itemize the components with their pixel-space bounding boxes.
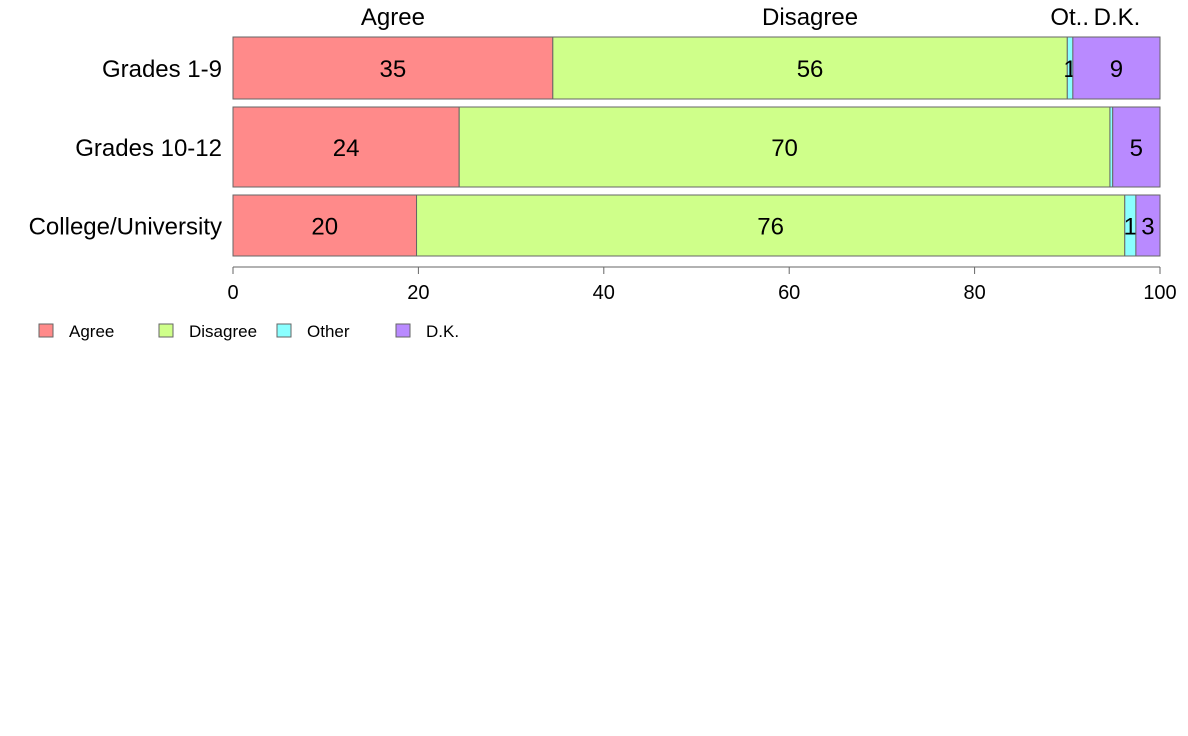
- x-tick-label-0: 0: [227, 282, 238, 304]
- data-label-grades-10-12-agree: 24: [333, 135, 360, 162]
- legend-swatch-agree: [38, 323, 54, 338]
- data-label-grades-1-9-disagree: 56: [797, 56, 824, 83]
- legend-swatch-other: [276, 323, 292, 338]
- data-label-college-university-agree: 20: [311, 214, 338, 241]
- data-label-college-university-d-k: 3: [1141, 214, 1154, 241]
- legend-label-d-k: D.K.: [426, 322, 459, 341]
- category-label-college-university: College/University: [29, 214, 222, 241]
- top-label-agree: Agree: [361, 4, 425, 31]
- data-label-college-university-disagree: 76: [757, 214, 784, 241]
- legend-label-disagree: Disagree: [189, 322, 257, 341]
- bar-grades-10-12-agree: [232, 106, 460, 188]
- x-tick-label-100: 100: [1143, 282, 1176, 304]
- data-label-grades-10-12-disagree: 70: [771, 135, 798, 162]
- data-label-college-university-other: 1: [1124, 214, 1137, 241]
- legend-label-other: Other: [307, 322, 350, 341]
- bar-grades-1-9-d-k: [1072, 36, 1161, 100]
- bar-grades-10-12-d-k: [1112, 106, 1161, 188]
- bar-college-university-agree: [232, 194, 418, 257]
- top-label-d-k: D.K.: [1094, 4, 1141, 31]
- data-label-grades-10-12-d-k: 5: [1130, 135, 1143, 162]
- bar-grades-10-12-disagree: [458, 106, 1111, 188]
- top-label-ot: Ot..: [1050, 4, 1089, 31]
- data-label-grades-1-9-agree: 35: [380, 56, 407, 83]
- top-label-disagree: Disagree: [762, 4, 858, 31]
- legend-swatch-d-k: [395, 323, 411, 338]
- bar-college-university-d-k: [1135, 194, 1161, 257]
- x-tick-label-60: 60: [778, 282, 800, 304]
- x-tick-label-20: 20: [407, 282, 429, 304]
- bar-grades-1-9-disagree: [552, 36, 1068, 100]
- bar-grades-1-9-agree: [232, 36, 554, 100]
- legend-swatch-disagree: [158, 323, 174, 338]
- category-label-grades-10-12: Grades 10-12: [75, 135, 222, 162]
- x-tick-label-80: 80: [963, 282, 985, 304]
- legend-label-agree: Agree: [69, 322, 114, 341]
- data-label-grades-1-9-d-k: 9: [1110, 56, 1123, 83]
- x-tick-label-40: 40: [593, 282, 615, 304]
- category-label-grades-1-9: Grades 1-9: [102, 56, 222, 83]
